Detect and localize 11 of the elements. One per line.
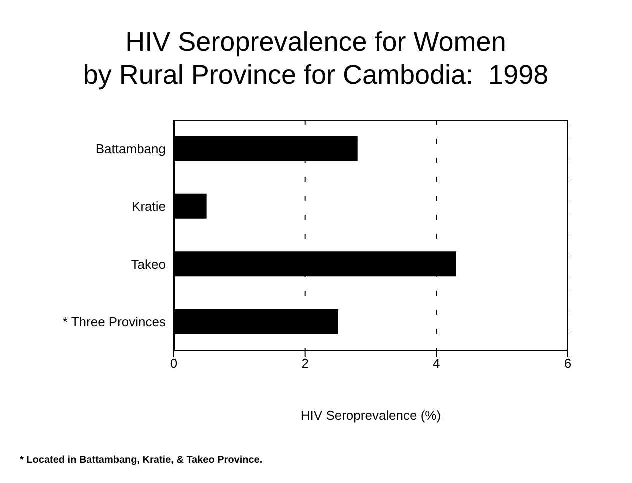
chart-title: HIV Seroprevalence for Women by Rural Province for Cambodia: 1998	[82, 26, 550, 92]
x-tick-label: 4	[433, 356, 440, 372]
x-tick-label: 2	[302, 356, 309, 372]
y-tick-label: Takeo	[131, 256, 166, 272]
x-axis-title: HIV Seroprevalence (%)	[300, 408, 442, 423]
y-tick-label: Kratie	[132, 199, 166, 214]
y-tick-label: * Three Provinces	[62, 314, 166, 330]
x-tick-label: 0	[170, 356, 178, 372]
text: * Located in Battambang, Kratie, & Takeo Province.	[20, 455, 263, 466]
x-tick-label: 6	[564, 356, 572, 372]
y-tick-label: Battambang	[96, 141, 166, 156]
